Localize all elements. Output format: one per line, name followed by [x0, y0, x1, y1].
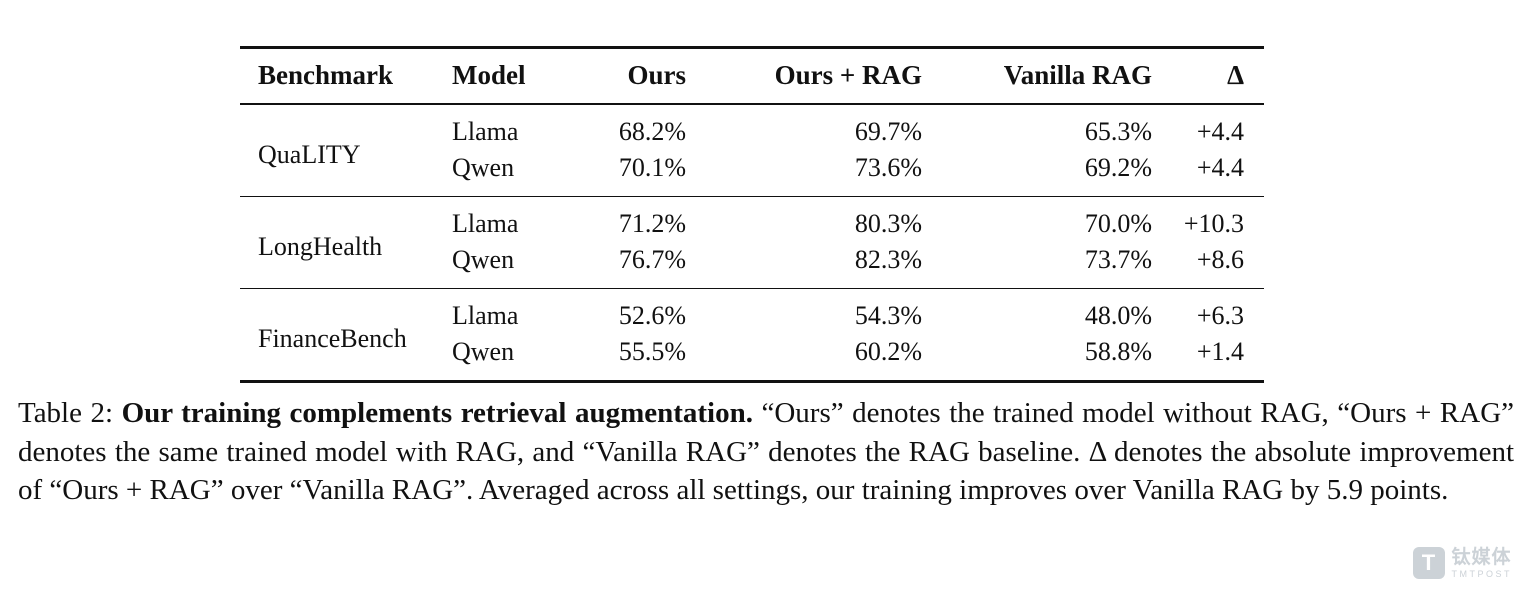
table-row: QuaLITY Llama 68.2% 69.7% 65.3% +4.4 — [240, 104, 1264, 169]
watermark-brand-cn: 钛媒体 — [1451, 546, 1512, 568]
watermark-brand-en: TMTPOST — [1451, 568, 1512, 579]
delta-value: +10.3 — [1183, 209, 1244, 238]
vanilla-rag-value: 65.3% — [1084, 117, 1152, 146]
results-table: Benchmark Model Ours Ours + RAG Vanilla … — [240, 46, 1264, 383]
table-row: FinanceBench Llama 52.6% 54.3% 48.0% +6.… — [240, 289, 1264, 353]
benchmark-group-financebench: FinanceBench Llama 52.6% 54.3% 48.0% +6.… — [240, 289, 1264, 382]
header-ours-rag: Ours + RAG — [774, 60, 922, 90]
ours-value: 68.2% — [618, 117, 686, 146]
benchmark-group-quality: QuaLITY Llama 68.2% 69.7% 65.3% +4.4 Qwe… — [240, 104, 1264, 197]
header-delta: Δ — [1227, 60, 1244, 90]
header-vanilla-rag: Vanilla RAG — [1003, 60, 1152, 90]
results-table-container: Benchmark Model Ours Ours + RAG Vanilla … — [240, 46, 1264, 383]
benchmark-group-longhealth: LongHealth Llama 71.2% 80.3% 70.0% +10.3… — [240, 197, 1264, 289]
watermark: T 钛媒体 TMTPOST — [1412, 547, 1513, 579]
ours-rag-value: 60.2% — [854, 337, 922, 366]
caption-body: “Ours” denotes the trained model without… — [18, 397, 1515, 506]
caption-prefix: Table 2: — [18, 397, 122, 429]
model-name: Llama — [452, 209, 519, 238]
header-row: Benchmark Model Ours Ours + RAG Vanilla … — [240, 48, 1264, 104]
table-header: Benchmark Model Ours Ours + RAG Vanilla … — [240, 48, 1264, 104]
model-name: Qwen — [452, 245, 515, 274]
ours-rag-value: 80.3% — [854, 209, 922, 238]
vanilla-rag-value: 70.0% — [1084, 209, 1152, 238]
ours-value: 71.2% — [618, 209, 686, 238]
table-row: Qwen 76.7% 82.3% 73.7% +8.6 — [240, 242, 1264, 289]
benchmark-name: QuaLITY — [258, 140, 361, 169]
delta-value: +4.4 — [1196, 153, 1244, 182]
table-row: Qwen 70.1% 73.6% 69.2% +4.4 — [240, 150, 1264, 197]
ours-rag-value: 82.3% — [854, 245, 922, 274]
header-model: Model — [452, 60, 526, 90]
delta-value: +1.4 — [1196, 337, 1244, 366]
model-name: Llama — [452, 301, 519, 330]
vanilla-rag-value: 69.2% — [1084, 153, 1152, 182]
ours-value: 76.7% — [618, 245, 686, 274]
ours-rag-value: 54.3% — [854, 301, 922, 330]
ours-value: 55.5% — [618, 337, 686, 366]
header-ours: Ours — [627, 60, 686, 90]
ours-rag-value: 69.7% — [854, 117, 922, 146]
model-name: Llama — [452, 117, 519, 146]
benchmark-name: LongHealth — [258, 232, 383, 261]
ours-rag-value: 73.6% — [854, 153, 922, 182]
ours-value: 70.1% — [618, 153, 686, 182]
vanilla-rag-value: 58.8% — [1084, 337, 1152, 366]
delta-value: +6.3 — [1196, 301, 1244, 330]
watermark-text: 钛媒体 TMTPOST — [1452, 548, 1513, 579]
table-caption: Table 2: Our training complements retrie… — [18, 394, 1514, 510]
ours-value: 52.6% — [618, 301, 686, 330]
header-benchmark: Benchmark — [258, 60, 393, 90]
vanilla-rag-value: 73.7% — [1084, 245, 1152, 274]
table-row: LongHealth Llama 71.2% 80.3% 70.0% +10.3 — [240, 197, 1264, 261]
model-name: Qwen — [452, 337, 515, 366]
tmtpost-logo-icon: T — [1412, 547, 1445, 579]
benchmark-name: FinanceBench — [258, 324, 407, 353]
delta-value: +4.4 — [1196, 117, 1244, 146]
vanilla-rag-value: 48.0% — [1084, 301, 1152, 330]
table-row: Qwen 55.5% 60.2% 58.8% +1.4 — [240, 334, 1264, 382]
caption-bold-title: Our training complements retrieval augme… — [121, 397, 753, 429]
model-name: Qwen — [452, 153, 515, 182]
delta-value: +8.6 — [1196, 245, 1244, 274]
